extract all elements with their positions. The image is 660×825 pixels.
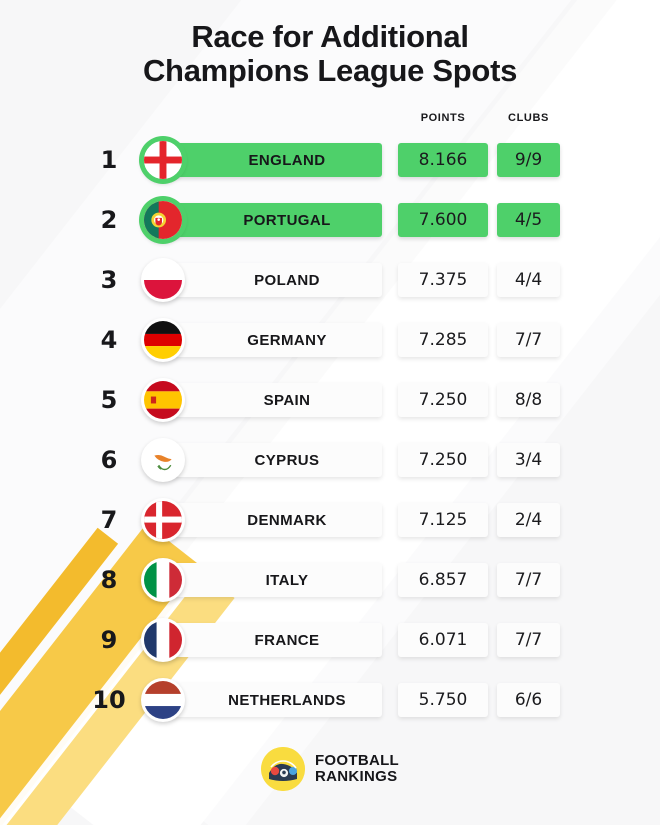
football-rankings-logo-icon <box>260 747 305 791</box>
table-row[interactable]: 7 DENMARK 7.125 2/4 <box>0 490 660 550</box>
points-value: 7.375 <box>398 263 488 297</box>
country-bar[interactable]: CYPRUS <box>160 443 382 477</box>
rank-number: 10 <box>92 686 126 714</box>
country-bar[interactable]: FRANCE <box>160 623 382 657</box>
column-headers: POINTS CLUBS <box>0 112 660 130</box>
flag-netherlands-icon <box>141 678 185 722</box>
country-name: POLAND <box>254 271 320 289</box>
points-value: 7.250 <box>398 443 488 477</box>
country-bar[interactable]: PORTUGAL <box>160 203 382 237</box>
rank-number: 2 <box>100 206 118 234</box>
points-value: 7.250 <box>398 383 488 417</box>
clubs-value: 2/4 <box>497 503 560 537</box>
rank-number: 7 <box>100 506 118 534</box>
flag-portugal-icon <box>141 198 185 242</box>
table-row[interactable]: 8 ITALY 6.857 7/7 <box>0 550 660 610</box>
country-name: SPAIN <box>263 391 311 409</box>
clubs-value: 3/4 <box>497 443 560 477</box>
country-bar[interactable]: POLAND <box>160 263 382 297</box>
points-value: 6.071 <box>398 623 488 657</box>
country-name: NETHERLANDS <box>228 691 346 709</box>
rank-number: 5 <box>100 386 118 414</box>
points-value: 7.285 <box>398 323 488 357</box>
country-name: GERMANY <box>247 331 327 349</box>
column-header-points: POINTS <box>420 112 466 124</box>
flag-spain-icon <box>141 378 185 422</box>
country-bar[interactable]: ENGLAND <box>160 143 382 177</box>
brand-line-2: RANKINGS <box>314 768 398 785</box>
points-value: 7.125 <box>398 503 488 537</box>
table-row[interactable]: 1 ENGLAND 8.166 9/9 <box>0 130 660 190</box>
country-name: FRANCE <box>254 631 320 649</box>
ranking-table: 1 ENGLAND 8.166 9/9 2 PORTUGAL 7.600 4/5 3 POLAND… <box>0 130 660 730</box>
flag-germany-icon <box>141 318 185 362</box>
country-name: CYPRUS <box>254 451 320 469</box>
points-value: 8.166 <box>398 143 488 177</box>
clubs-value: 8/8 <box>497 383 560 417</box>
page-title: Race for Additional Champions League Spo… <box>0 0 660 88</box>
brand-line-1: FOOTBALL <box>314 752 400 769</box>
flag-poland-icon <box>141 258 185 302</box>
rank-number: 9 <box>100 626 118 654</box>
clubs-value: 7/7 <box>497 623 560 657</box>
column-header-clubs: CLUBS <box>508 112 549 124</box>
flag-denmark-icon <box>141 498 185 542</box>
title-line-1: Race for Additional <box>191 19 469 54</box>
table-row[interactable]: 10 NETHERLANDS 5.750 6/6 <box>0 670 660 730</box>
footer-branding: FOOTBALL RANKINGS <box>0 747 660 791</box>
country-bar[interactable]: ITALY <box>160 563 382 597</box>
flag-england-icon <box>141 138 185 182</box>
brand-name: FOOTBALL RANKINGS <box>315 753 399 785</box>
table-row[interactable]: 3 POLAND 7.375 4/4 <box>0 250 660 310</box>
clubs-value: 7/7 <box>497 323 560 357</box>
points-value: 6.857 <box>398 563 488 597</box>
table-row[interactable]: 6 CYPRUS 7.250 3/4 <box>0 430 660 490</box>
country-bar[interactable]: SPAIN <box>160 383 382 417</box>
flag-italy-icon <box>141 558 185 602</box>
flag-cyprus-icon <box>141 438 185 482</box>
country-bar[interactable]: DENMARK <box>160 503 382 537</box>
country-bar[interactable]: GERMANY <box>160 323 382 357</box>
rank-number: 8 <box>100 566 118 594</box>
country-name: ITALY <box>265 571 309 589</box>
table-row[interactable]: 9 FRANCE 6.071 7/7 <box>0 610 660 670</box>
clubs-value: 7/7 <box>497 563 560 597</box>
table-row[interactable]: 2 PORTUGAL 7.600 4/5 <box>0 190 660 250</box>
country-name: PORTUGAL <box>243 211 331 229</box>
rank-number: 1 <box>100 146 118 174</box>
clubs-value: 9/9 <box>497 143 560 177</box>
country-name: DENMARK <box>247 511 327 529</box>
rank-number: 3 <box>100 266 118 294</box>
rank-number: 4 <box>100 326 118 354</box>
points-value: 5.750 <box>398 683 488 717</box>
flag-france-icon <box>141 618 185 662</box>
country-bar[interactable]: NETHERLANDS <box>160 683 382 717</box>
clubs-value: 4/5 <box>497 203 560 237</box>
table-row[interactable]: 5 SPAIN 7.250 8/8 <box>0 370 660 430</box>
clubs-value: 4/4 <box>497 263 560 297</box>
country-name: ENGLAND <box>248 151 326 169</box>
rank-number: 6 <box>100 446 118 474</box>
clubs-value: 6/6 <box>497 683 560 717</box>
title-line-2: Champions League Spots <box>142 53 518 88</box>
table-row[interactable]: 4 GERMANY 7.285 7/7 <box>0 310 660 370</box>
points-value: 7.600 <box>398 203 488 237</box>
